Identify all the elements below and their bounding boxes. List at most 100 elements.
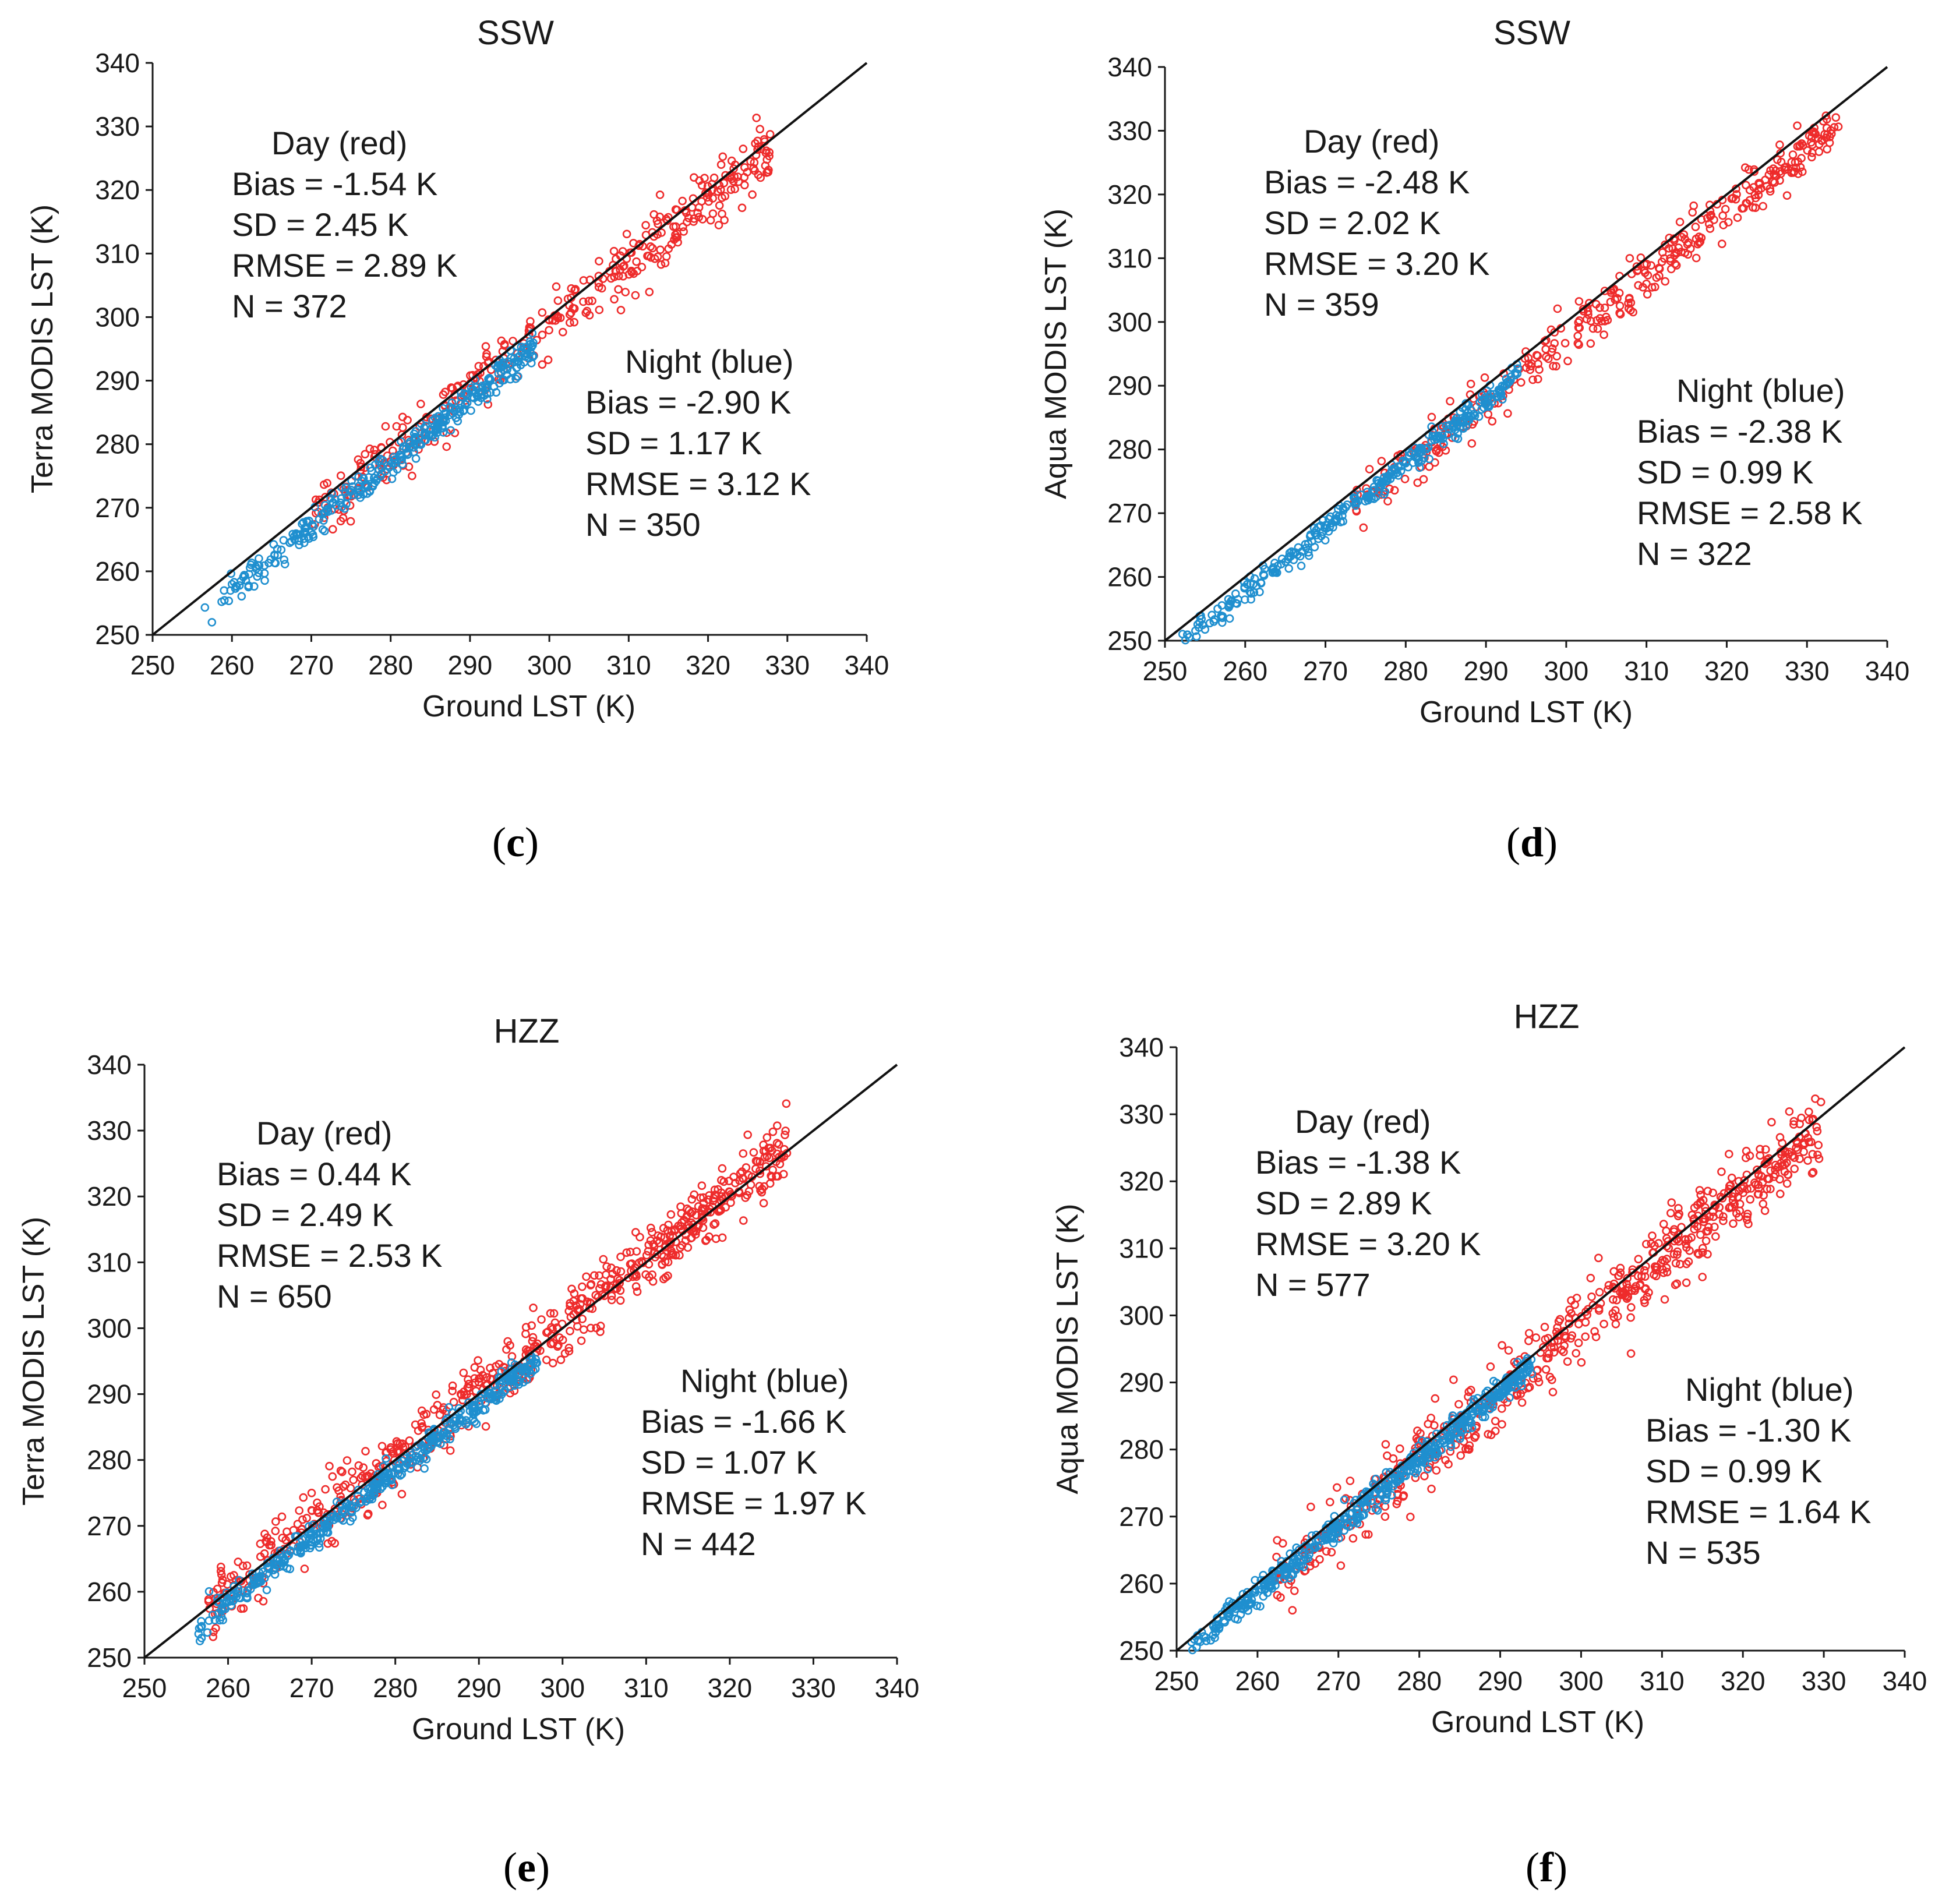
scatter-point (506, 353, 515, 362)
scatter-point (1432, 1439, 1440, 1447)
scatter-point (1259, 570, 1268, 579)
scatter-point (270, 550, 279, 559)
scatter-point (529, 1304, 538, 1312)
scatter-point (1718, 1194, 1727, 1203)
scatter-point (389, 1447, 398, 1456)
one-to-one-line (151, 62, 868, 636)
x-tick-label: 250 (1143, 656, 1188, 686)
scatter-point (1751, 203, 1760, 213)
x-axis-label: Ground LST (K) (1431, 1705, 1644, 1739)
scatter-point (1676, 1260, 1685, 1269)
scatter-point (577, 1294, 585, 1303)
scatter-point (479, 1406, 488, 1415)
scatter-point (717, 1176, 726, 1185)
scatter-point (622, 229, 631, 239)
scatter-point (1549, 1343, 1559, 1352)
scatter-point (451, 414, 461, 422)
y-tick-label: 340 (87, 1050, 132, 1080)
scatter-point (1387, 467, 1397, 476)
scatter-point (1711, 1232, 1720, 1241)
scatter-point (336, 517, 345, 526)
scatter-point (430, 422, 439, 431)
scatter-point (753, 145, 762, 154)
scatter-point (1276, 1575, 1285, 1584)
scatter-point (1733, 213, 1742, 222)
y-tick-label: 250 (87, 1642, 132, 1673)
scatter-point (339, 1506, 348, 1516)
scatter-point (499, 358, 508, 367)
scatter-point (370, 460, 380, 469)
scatter-point (396, 450, 405, 460)
scatter-point (1432, 447, 1441, 456)
scatter-point (1396, 461, 1406, 471)
scatter-point (1642, 279, 1651, 288)
scatter-point (1626, 306, 1635, 315)
scatter-point (1621, 1285, 1630, 1295)
scatter-point (537, 1315, 546, 1324)
scatter-point (1259, 1581, 1269, 1590)
scatter-point (1573, 331, 1582, 341)
scatter-point (473, 392, 482, 401)
scatter-point (443, 1414, 452, 1423)
scatter-point (421, 436, 430, 445)
scatter-point (1526, 365, 1535, 375)
scatter-point (271, 1556, 281, 1565)
y-tick-label: 310 (1107, 243, 1152, 273)
scatter-point (566, 1327, 574, 1336)
scatter-point (294, 1542, 303, 1552)
x-tick-label: 260 (206, 1673, 250, 1703)
scatter-point (1346, 1476, 1355, 1485)
scatter-point (1333, 1523, 1341, 1531)
scatter-point (1456, 1434, 1464, 1443)
scatter-point (1444, 1460, 1453, 1469)
scatter-point (456, 1390, 465, 1398)
y-tick-label: 250 (1119, 1635, 1164, 1666)
scatter-point (1672, 1250, 1682, 1259)
scatter-point (354, 490, 363, 500)
scatter-point (321, 493, 330, 501)
scatter-point (464, 1375, 472, 1384)
scatter-point (1265, 1577, 1274, 1586)
scatter-point (1324, 1520, 1333, 1529)
scatter-point (1307, 1502, 1315, 1511)
scatter-point (575, 1305, 584, 1314)
scatter-point (1703, 1186, 1712, 1196)
scatter-point (389, 468, 398, 477)
scatter-point (1272, 1552, 1281, 1562)
scatter-point (564, 1306, 574, 1316)
scatter-point (644, 1241, 653, 1249)
scatter-point (1225, 599, 1234, 608)
scatter-point (373, 1470, 383, 1479)
scatter-point (1290, 1587, 1299, 1595)
scatter-point (1667, 1198, 1676, 1207)
scatter-point (482, 1373, 492, 1382)
scatter-point (728, 1191, 736, 1200)
scatter-point (579, 1325, 588, 1334)
scatter-point (659, 1274, 668, 1284)
scatter-point (354, 1461, 363, 1470)
panel-caption: (e) (503, 1844, 550, 1891)
x-tick-label: 300 (540, 1673, 585, 1703)
scatter-point (1683, 250, 1693, 259)
scatter-point (552, 282, 561, 291)
scatter-point (655, 212, 664, 221)
scatter-point (244, 581, 253, 590)
scatter-point (1393, 1496, 1402, 1506)
scatter-point (1778, 1139, 1786, 1147)
scatter-point (386, 1474, 394, 1482)
scatter-point (697, 1181, 707, 1190)
scatter-point (1611, 295, 1619, 304)
scatter-point (695, 176, 704, 185)
scatter-point (1383, 474, 1392, 483)
scatter-point (1247, 595, 1255, 604)
scatter-point (1625, 254, 1634, 263)
scatter-point (1399, 1492, 1408, 1501)
scatter-point (1593, 324, 1602, 333)
scatter-point (1811, 1094, 1820, 1103)
scatter-point (1632, 262, 1641, 271)
scatter-point (614, 285, 623, 294)
scatter-point (556, 1355, 566, 1364)
scatter-point (260, 568, 269, 578)
scatter-point (1250, 574, 1259, 583)
